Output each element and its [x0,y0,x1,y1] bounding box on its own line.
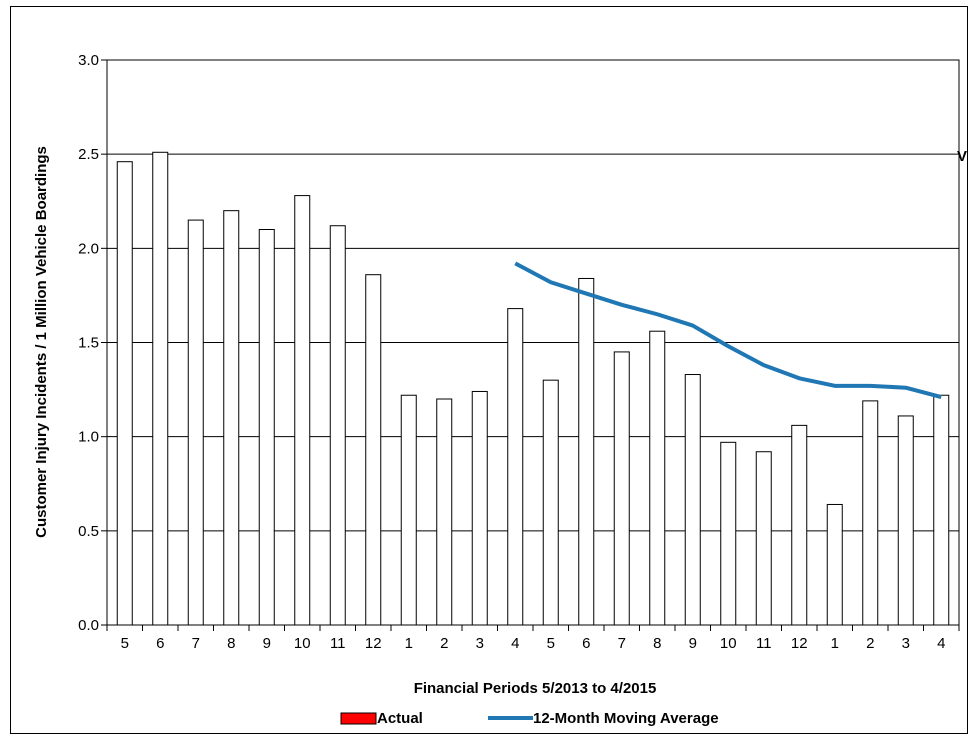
x-tick-label: 7 [192,635,200,652]
bar-line-chart: 0.00.51.01.52.02.53.0 5 6 7 8 9 10 11 12 1 2 3 4 5 6 7… [33,52,967,727]
bar-actual [791,424,808,626]
legend: Actual 12-Month Moving Average [340,710,719,727]
x-tick-label: 9 [689,635,697,652]
x-tick-label: 10 [294,635,311,652]
x-tick-label: 12 [365,635,382,652]
cut-off-side-label: V [957,148,967,165]
chart-frame: 0.0 0.5 1.0 1.5 2.0 2.5 3.0 5 6 7 8 9 10 11 12 1 2 3 4 5 6 7… [10,6,968,734]
x-tick-label: 11 [330,635,346,652]
x-tick-label: 5 [547,635,555,652]
x-tick-label: 2 [866,635,874,652]
x-tick-label: 10 [720,635,737,652]
x-axis-title: Financial Periods 5/2013 to 4/2015 [414,680,657,697]
bar-actual [720,441,737,626]
y-tick-label: 1.5 [78,335,99,352]
x-tick-label: 11 [756,635,772,652]
bar-actual [152,151,169,626]
x-tick-label: 3 [902,635,910,652]
bar-actual [187,219,204,626]
bar-actual [116,161,133,626]
bar-actual [329,225,346,626]
y-tick-label: 2.5 [78,146,99,163]
x-tick-label: 6 [156,635,164,652]
x-tick-label: 1 [831,635,839,652]
y-tick-label: 3.0 [78,52,99,69]
x-tick-labels: 5 6 7 8 9 10 11 12 1 2 3 4 5 6 7 8 9 10 11 12 1 2 3 4 [121,635,946,652]
x-tick-label: 4 [937,635,945,652]
moving-average-series [514,261,942,400]
bar-actual [471,390,488,626]
x-tick-label: 8 [227,635,235,652]
bar-actual [755,451,772,626]
bar-actual [897,415,914,626]
moving-average-line [514,261,942,400]
x-tick-label: 9 [263,635,271,652]
y-tick-label: 0.5 [78,523,99,540]
y-tick-labels: 0.0 0.5 1.0 1.5 2.0 2.5 3.0 [78,52,99,634]
legend-actual-label: Actual [377,710,423,727]
bar-actual [542,379,559,626]
x-tick-label: 2 [440,635,448,652]
x-tick-label: 8 [653,635,661,652]
bar-actual [223,210,240,626]
bar-actual [294,195,311,626]
x-tick-label: 1 [405,635,413,652]
x-tick-label: 6 [582,635,590,652]
bar-actual [578,277,595,626]
bar-actual [436,398,453,626]
y-tick-label: 1.0 [78,429,99,446]
bar-actual [365,274,382,626]
bar-actual [649,330,666,626]
bar-actual [826,503,843,626]
bar-actual [400,394,417,626]
legend-moving-average-label: 12-Month Moving Average [533,710,719,727]
y-axis-title: Customer Injury Incidents / 1 Million Ve… [33,146,50,538]
x-tick-label: 3 [476,635,484,652]
bar-actual [258,229,275,626]
y-tick-label: 2.0 [78,240,99,257]
x-tick-label: 4 [511,635,519,652]
x-tick-label: 12 [791,635,808,652]
y-tick-label: 0.0 [78,617,99,634]
x-tick-label: 7 [618,635,626,652]
bar-actual [684,374,701,626]
bar-actual [613,351,630,626]
legend-actual-swatch [340,712,377,725]
bar-actual [933,394,950,626]
bars [116,151,950,626]
axes [106,59,960,631]
bar-actual [862,400,879,626]
x-tick-label: 5 [121,635,129,652]
bar-actual [507,308,524,626]
